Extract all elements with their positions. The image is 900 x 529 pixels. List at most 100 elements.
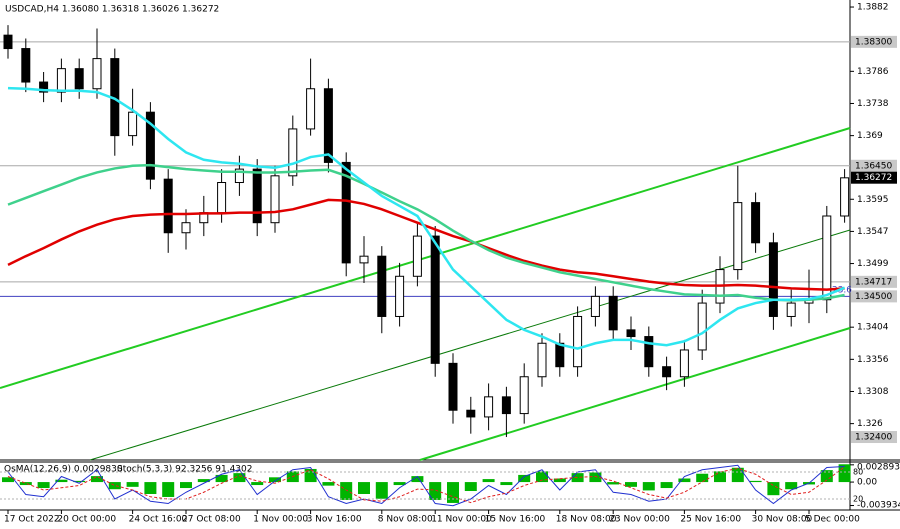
candle-body: [537, 342, 547, 378]
osma-bar: [660, 482, 673, 489]
candle-body: [270, 175, 280, 224]
level-box: [851, 159, 897, 172]
candle-body: [359, 255, 369, 264]
osma-bar: [91, 476, 103, 483]
osma-bar: [215, 474, 228, 483]
candle-body: [74, 68, 84, 90]
osma-bar: [767, 482, 780, 496]
osma-bar: [162, 482, 175, 497]
y-tick-label: 1.369: [857, 131, 883, 141]
osma-bar: [589, 472, 602, 483]
osma-bar: [73, 480, 86, 483]
osma-bar: [464, 482, 477, 492]
osma-bar: [625, 482, 637, 487]
moving-average: [7, 163, 845, 302]
candle-body: [733, 202, 743, 271]
candle-body: [341, 161, 351, 264]
osma-bar: [678, 478, 691, 483]
level-label: 1.34500: [855, 292, 892, 302]
osma-bar: [714, 471, 726, 483]
y-tick-label: 1.3882: [857, 3, 889, 13]
osma-bar: [571, 473, 584, 483]
x-tick-label: 25 Nov 16:00: [680, 515, 741, 525]
candle-body: [323, 88, 333, 163]
x-tick-label: 24 Oct 16:00: [129, 515, 188, 525]
channel-line: [0, 127, 851, 389]
chart-title: USDCAD,H4 1.36080 1.36318 1.36026 1.3627…: [5, 5, 219, 15]
osma-bar: [322, 482, 335, 486]
candle-body: [501, 396, 511, 415]
x-tick-label: 5 Dec 00:00: [805, 515, 860, 525]
stoch-tick-label: 80: [853, 468, 863, 477]
candle-body: [484, 396, 494, 418]
y-tick-label: 1.3499: [857, 259, 889, 269]
osma-bar: [37, 482, 50, 489]
osma-bar: [269, 477, 281, 483]
candle-body: [786, 302, 796, 317]
candle-body: [395, 275, 405, 317]
level-box: [851, 431, 897, 444]
channel-line: [419, 327, 851, 461]
osma-bar: [749, 480, 762, 483]
osma-bar: [233, 473, 246, 483]
candle-body: [590, 295, 600, 317]
osma-bar: [429, 482, 442, 500]
candle-body: [128, 111, 138, 137]
candle-body: [466, 409, 476, 418]
osma-bar: [108, 482, 121, 490]
osma-bar: [696, 473, 709, 483]
candle-body: [555, 342, 565, 368]
osma-bar: [553, 478, 566, 483]
channel-line: [89, 229, 851, 461]
level-box: [851, 171, 897, 184]
candle-body: [412, 235, 422, 277]
y-tick-label: 1.3786: [857, 67, 889, 77]
osma-bar: [375, 482, 388, 499]
osma-bar: [731, 467, 744, 483]
candle-body: [288, 128, 298, 177]
x-tick-label: 17 Oct 2022: [4, 515, 60, 525]
level-box: [851, 275, 897, 288]
y-tick-label: 1.3404: [857, 323, 889, 333]
candle-body: [519, 376, 529, 415]
candle-body: [697, 302, 707, 351]
candle-body: [217, 182, 227, 214]
osma-bar: [2, 477, 14, 483]
candle-body: [163, 178, 173, 234]
osma-bar: [482, 479, 495, 483]
y-tick-label: 1.3595: [857, 195, 889, 205]
level-label: 1.38300: [855, 37, 892, 47]
osma-bar: [785, 482, 798, 490]
y-tick-label: 1.326: [857, 419, 883, 429]
y-tick-label: 1.3308: [857, 387, 889, 397]
fib-label: 23.6: [832, 286, 852, 296]
level-label: 1.34717: [855, 277, 892, 287]
osma-bar: [19, 482, 32, 486]
candle-body: [608, 295, 618, 331]
candle-body: [39, 81, 49, 93]
candle-body: [768, 242, 778, 317]
y-tick-label: 1.3356: [857, 355, 889, 365]
moving-average: [7, 86, 846, 350]
y-tick-label: 1.3547: [857, 227, 889, 237]
level-box: [851, 290, 897, 303]
level-label: 1.32400: [855, 433, 892, 443]
osma-label: OsMA(12,26,9) 0.0029830: [4, 465, 123, 475]
osma-tick-label: 0.0028934: [857, 463, 900, 473]
x-tick-label: 18 Nov 08:00: [556, 515, 617, 525]
y-tick-label: 1.3738: [857, 99, 889, 109]
osma-bar: [411, 476, 424, 483]
stoch-signal: [7, 466, 845, 504]
candle-body: [56, 68, 66, 93]
candle-body: [644, 336, 654, 368]
candle-body: [92, 58, 102, 90]
stoch-label: Stoch(5,3,3) 92.3256 91.4302: [117, 465, 252, 475]
candle-body: [822, 215, 832, 301]
osma-bar: [55, 479, 68, 483]
osma-bar: [447, 482, 459, 503]
candle-body: [626, 329, 636, 338]
candle-body: [21, 48, 31, 83]
osma-bar: [251, 482, 264, 486]
osma-bar: [642, 482, 655, 491]
osma-bar: [820, 470, 833, 483]
